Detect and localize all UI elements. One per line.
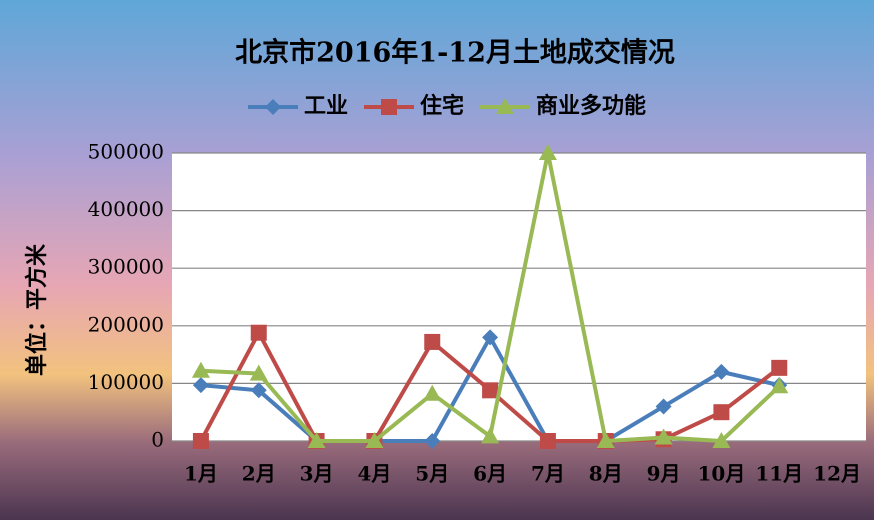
x-tick-label: 5月	[415, 462, 449, 486]
x-tick-label: 6月	[473, 462, 507, 486]
y-tick-label: 0	[151, 428, 164, 452]
x-tick-label: 10月	[697, 462, 745, 486]
marker	[771, 360, 787, 376]
x-tick-label: 9月	[647, 462, 681, 486]
x-tick-label: 8月	[589, 462, 623, 486]
y-axis-label: 单位：平方米	[24, 243, 50, 376]
y-tick-label: 300000	[88, 255, 164, 279]
y-tick-label: 100000	[88, 370, 164, 394]
x-tick-label: 1月	[184, 462, 218, 486]
x-tick-label: 12月	[813, 462, 861, 486]
legend-label: 工业	[304, 93, 348, 119]
x-tick-label: 2月	[242, 462, 276, 486]
x-tick-label: 11月	[755, 462, 803, 486]
x-tick-label: 3月	[300, 462, 334, 486]
legend-marker	[381, 99, 397, 115]
marker	[482, 382, 498, 398]
marker	[540, 433, 556, 449]
marker	[713, 404, 729, 420]
y-tick-label: 200000	[88, 312, 164, 336]
marker	[424, 334, 440, 350]
marker	[193, 433, 209, 449]
x-tick-label: 4月	[357, 462, 391, 486]
legend-symbol	[381, 99, 397, 115]
chart: 北京市2016年1-12月土地成交情况 单位：平方米 0 100000 200000…	[0, 0, 874, 520]
y-tick-label: 400000	[88, 197, 164, 221]
marker	[251, 325, 267, 341]
y-tick-label: 500000	[88, 140, 164, 164]
legend-label: 住宅	[420, 93, 464, 119]
legend-label: 商业多功能	[536, 93, 646, 119]
chart-title: 北京市2016年1-12月土地成交情况	[235, 37, 675, 69]
x-tick-label: 7月	[531, 462, 565, 486]
chart-container: 北京市2016年1-12月土地成交情况 单位：平方米 0 100000 200000…	[0, 0, 874, 520]
